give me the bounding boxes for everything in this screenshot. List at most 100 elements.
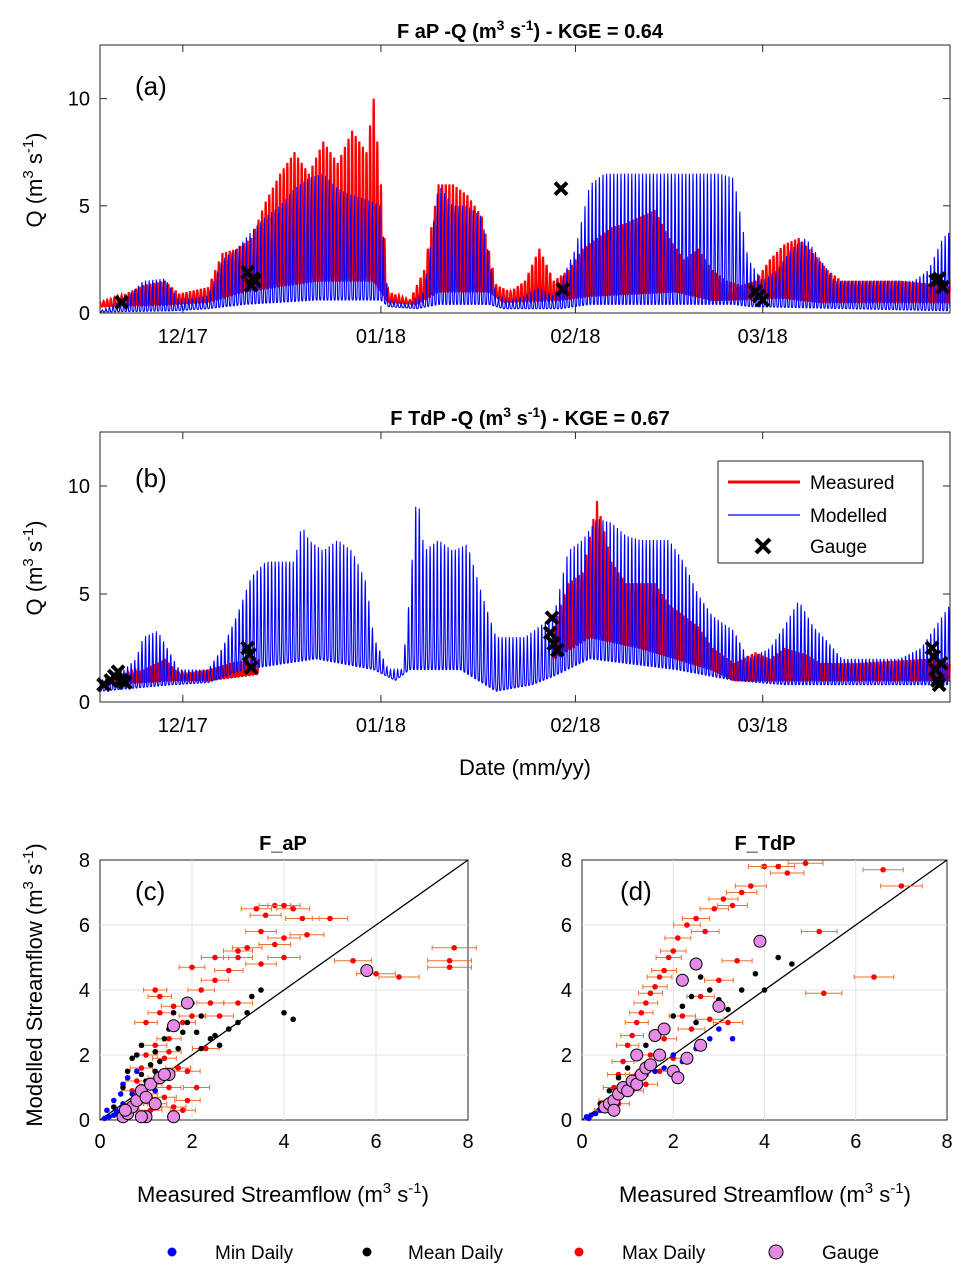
panel-b-ticks: 0 5 10 12/17 01/18 02/18 03/18 bbox=[68, 432, 950, 737]
mean-daily-point bbox=[670, 1013, 677, 1019]
mean-daily-point bbox=[170, 1009, 177, 1016]
panel-c-ticks: 00 2 2 4 4 6 6 8 8 bbox=[79, 850, 474, 1153]
max-daily-point bbox=[451, 944, 458, 951]
max-daily-point bbox=[161, 1094, 168, 1101]
xtick-label: 01/18 bbox=[356, 715, 406, 737]
gauge-point bbox=[648, 1029, 662, 1042]
xtick-label: 02/18 bbox=[550, 326, 600, 348]
max-daily-point bbox=[166, 1084, 172, 1091]
max-daily-point bbox=[226, 967, 232, 974]
gauge-marker bbox=[550, 642, 565, 658]
xtick-label: 0 bbox=[94, 1131, 105, 1153]
mean-daily-point bbox=[129, 1055, 135, 1062]
series-modelled-line bbox=[99, 506, 951, 692]
mean-daily-point bbox=[624, 1065, 631, 1071]
max-daily-point bbox=[620, 1058, 626, 1065]
gauge-point bbox=[657, 1022, 671, 1036]
mean-daily-point bbox=[679, 1003, 686, 1010]
xtick-label: 03/18 bbox=[738, 326, 788, 348]
max-daily-point bbox=[350, 957, 356, 964]
max-daily-point bbox=[643, 1000, 649, 1006]
ytick-label: 0 bbox=[561, 1110, 572, 1132]
mean-daily-point bbox=[138, 1042, 145, 1049]
max-daily-point bbox=[189, 1013, 195, 1019]
max-daily-point bbox=[816, 928, 823, 935]
max-daily-point bbox=[198, 987, 204, 993]
mean-daily-point bbox=[738, 987, 745, 993]
mean-daily-point bbox=[184, 1019, 191, 1026]
mean-daily-point bbox=[216, 1042, 223, 1049]
legend-mean-daily-marker bbox=[362, 1247, 372, 1257]
min-daily-point bbox=[706, 1035, 713, 1042]
min-daily-point bbox=[670, 1052, 677, 1058]
max-daily-point bbox=[633, 1019, 640, 1026]
max-daily-point bbox=[446, 964, 453, 971]
legend-modelled-label: Modelled bbox=[810, 506, 887, 527]
gauge-marker bbox=[933, 655, 949, 671]
gauge-point bbox=[180, 996, 194, 1010]
mean-daily-point bbox=[226, 1026, 232, 1032]
panel-a-title: F aP -Q (m3 s-1) - KGE = 0.64 bbox=[397, 17, 664, 43]
mean-daily-point bbox=[258, 987, 264, 993]
max-daily-point bbox=[647, 990, 654, 997]
mean-daily-point bbox=[706, 987, 713, 993]
bottom-legend: Min Daily Mean Daily Max Daily Gauge bbox=[167, 1243, 879, 1264]
gauge-marker bbox=[931, 271, 947, 287]
gauge-marker bbox=[117, 675, 133, 690]
max-daily-point bbox=[679, 1013, 686, 1019]
gauge-point bbox=[671, 1071, 685, 1085]
panel-b-label: (b) bbox=[135, 463, 167, 493]
max-daily-point bbox=[647, 1052, 654, 1058]
gauge-marker bbox=[110, 664, 126, 680]
gauge-point bbox=[134, 1110, 148, 1124]
max-daily-point bbox=[738, 889, 745, 896]
mean-daily-point bbox=[761, 987, 768, 993]
min-daily-point bbox=[124, 1074, 131, 1081]
max-daily-point bbox=[299, 915, 306, 922]
max-daily-point bbox=[446, 957, 453, 964]
max-daily-point bbox=[244, 944, 250, 951]
panel-c-xlabel: Measured Streamflow (m3 s-1) bbox=[137, 1180, 429, 1207]
panel-d-xlabel: Measured Streamflow (m3 s-1) bbox=[619, 1180, 911, 1207]
panel-a-ticks: 0 5 10 12/17 01/18 02/18 03/18 bbox=[68, 45, 950, 348]
max-daily-point bbox=[656, 974, 663, 980]
max-daily-point bbox=[138, 1065, 145, 1071]
gauge-marker bbox=[544, 610, 560, 626]
min-daily-point bbox=[106, 1113, 112, 1120]
min-daily-point bbox=[104, 1107, 110, 1114]
max-daily-point bbox=[697, 993, 704, 1000]
max-daily-point bbox=[734, 957, 740, 964]
ytick-label: 2 bbox=[561, 1045, 572, 1067]
max-daily-point bbox=[775, 863, 781, 870]
max-daily-point bbox=[784, 870, 791, 876]
max-daily-point bbox=[235, 1000, 241, 1006]
max-daily-point bbox=[725, 1019, 731, 1026]
xtick-label: 4 bbox=[759, 1131, 770, 1153]
xtick-label: 6 bbox=[850, 1131, 861, 1153]
gauge-point bbox=[630, 1048, 644, 1062]
ytick-label: 2 bbox=[79, 1045, 90, 1067]
ytick-label: 8 bbox=[561, 850, 572, 872]
panel-c: F_aP 00 2 2 4 4 6 6 8 8 (c) Measured Streamflow … bbox=[20, 833, 477, 1207]
min-daily-point bbox=[716, 1026, 722, 1032]
max-daily-point bbox=[161, 1055, 168, 1062]
max-daily-point bbox=[157, 1009, 163, 1016]
max-daily-point bbox=[216, 1013, 223, 1019]
mean-daily-point bbox=[235, 1019, 241, 1026]
max-daily-point bbox=[661, 967, 667, 974]
max-daily-point bbox=[675, 935, 681, 941]
max-daily-point bbox=[665, 954, 672, 961]
gauge-point bbox=[653, 1048, 667, 1062]
xtick-label: 03/18 bbox=[738, 715, 788, 737]
ytick-label: 4 bbox=[79, 980, 90, 1002]
panel-c-title: F_aP bbox=[259, 833, 307, 855]
mean-daily-point bbox=[138, 1071, 145, 1078]
mean-daily-point bbox=[615, 1074, 622, 1081]
legend-box bbox=[717, 460, 924, 564]
max-daily-point bbox=[235, 954, 241, 961]
max-daily-point bbox=[304, 931, 310, 938]
min-daily-point bbox=[111, 1112, 117, 1118]
panel-b: F TdP -Q (m3 s-1) - KGE = 0.67 0 5 10 12/17… bbox=[20, 404, 951, 780]
ytick-label: 6 bbox=[79, 915, 90, 937]
legend-min-daily-label: Min Daily bbox=[215, 1243, 294, 1264]
